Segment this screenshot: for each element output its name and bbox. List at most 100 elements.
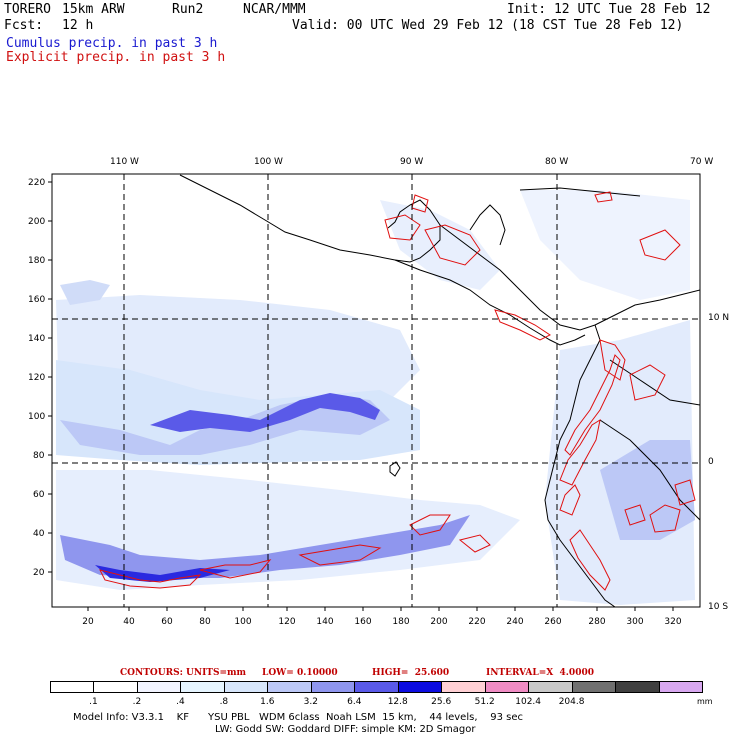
coast-south-america-north bbox=[594, 289, 700, 326]
contour-units: UNITS=mm bbox=[186, 668, 247, 678]
colorbar-swatch bbox=[571, 681, 617, 693]
x-tick-label: 20 bbox=[82, 617, 94, 627]
colorbar-swatch bbox=[223, 681, 269, 693]
lat-label-10n: 10 N bbox=[708, 313, 730, 323]
org-label: NCAR/MMM bbox=[243, 2, 306, 17]
model-name: TORERO bbox=[4, 2, 51, 17]
x-tick-label: 80 bbox=[199, 617, 211, 627]
colorbar-level-label: .8 bbox=[219, 697, 229, 707]
contour-south-itcz-2 bbox=[199, 559, 272, 579]
contour-andes-3 bbox=[559, 484, 581, 516]
physics-info-line: LW: Godd SW: Goddard DIFF: simple KM: 2D… bbox=[215, 724, 476, 735]
explicit-field-title: Explicit precip. in past 3 h bbox=[6, 50, 226, 65]
colorbar-swatch bbox=[310, 681, 356, 693]
colorbar-level-label: 102.4 bbox=[515, 697, 542, 707]
y-tick-label: 100 bbox=[28, 412, 45, 422]
coast-south-america-west bbox=[544, 324, 616, 607]
colorbar-level-label: 1.6 bbox=[260, 697, 275, 707]
x-tick-label: 100 bbox=[234, 617, 251, 627]
contour-andes-1 bbox=[564, 354, 621, 456]
x-tick-label: 260 bbox=[544, 617, 561, 627]
coast-cuba bbox=[519, 187, 641, 197]
x-tick-label: 120 bbox=[278, 617, 295, 627]
y-tick-label: 140 bbox=[28, 334, 45, 344]
contour-mexico-1 bbox=[384, 214, 421, 241]
colorbar-swatch bbox=[50, 681, 95, 693]
y-tick-label: 120 bbox=[28, 373, 45, 383]
cumulus-area-upper-left bbox=[60, 280, 110, 305]
colorbar-units: mm bbox=[697, 697, 713, 706]
x-tick-label: 220 bbox=[468, 617, 485, 627]
y-tick-label: 20 bbox=[33, 568, 45, 578]
lon-label-100w: 100 W bbox=[254, 157, 283, 167]
colorbar-swatch bbox=[528, 681, 573, 693]
colorbar-swatch bbox=[484, 681, 530, 693]
contour-label: CONTOURS: bbox=[120, 668, 183, 678]
cumulus-area-gulf bbox=[380, 200, 500, 290]
contour-andes-2 bbox=[559, 418, 601, 486]
colorbar-swatch bbox=[354, 681, 399, 693]
y-tick-label: 200 bbox=[28, 217, 45, 227]
colorbar-level-label: .4 bbox=[176, 697, 185, 707]
lon-label-110w: 110 W bbox=[110, 157, 139, 167]
cumulus-band-south-dark bbox=[95, 565, 230, 582]
contour-colombia bbox=[629, 364, 666, 401]
lon-label-90w: 90 W bbox=[400, 157, 424, 167]
border-interior-1 bbox=[599, 419, 700, 521]
coast-central-america bbox=[394, 259, 586, 346]
contour-caribbean-1 bbox=[639, 229, 681, 261]
y-tick-label: 40 bbox=[33, 529, 45, 539]
model-info-line: Model Info: V3.3.1 KF YSU PBL WDM 6class… bbox=[73, 712, 523, 723]
colorbar-swatch bbox=[267, 681, 312, 693]
colorbar-level-label: 6.4 bbox=[347, 697, 362, 707]
colorbar-level-label: .2 bbox=[132, 697, 142, 707]
contour-interval: INTERVAL=X 4.0000 bbox=[486, 668, 594, 678]
y-tick-label: 180 bbox=[28, 256, 45, 266]
colorbar-level-label: 204.8 bbox=[558, 697, 585, 707]
contour-sa-interior-3 bbox=[674, 479, 696, 506]
y-tick-label: 220 bbox=[28, 178, 45, 188]
colorbar-swatch bbox=[180, 681, 225, 693]
x-axis: 20 40 60 80 100 120 140 160 180 200 220 … bbox=[82, 607, 682, 627]
colorbar-swatch bbox=[658, 681, 703, 693]
map-frame bbox=[51, 173, 701, 608]
contour-caribbean-2 bbox=[594, 191, 613, 203]
valid-time: Valid: 00 UTC Wed 29 Feb 12 (18 CST Tue … bbox=[292, 18, 684, 33]
contour-andes-5 bbox=[599, 339, 626, 381]
contour-south-itcz-1 bbox=[99, 569, 202, 589]
contour-mexico-2 bbox=[424, 224, 481, 266]
cumulus-precip-field bbox=[56, 190, 695, 605]
colorbar-swatch bbox=[93, 681, 138, 693]
y-tick-label: 80 bbox=[33, 451, 45, 461]
run-label: Run2 bbox=[172, 2, 204, 17]
x-tick-label: 240 bbox=[506, 617, 523, 627]
x-tick-label: 200 bbox=[430, 617, 447, 627]
border-interior-2 bbox=[609, 359, 700, 406]
x-tick-label: 160 bbox=[354, 617, 371, 627]
contour-high: HIGH= 25.600 bbox=[372, 668, 450, 678]
lat-lon-grid bbox=[52, 174, 700, 607]
galapagos bbox=[389, 461, 401, 477]
cumulus-area-caribbean bbox=[520, 190, 690, 300]
lat-label-10s: 10 S bbox=[708, 602, 729, 612]
contour-andes-4 bbox=[569, 529, 611, 591]
x-tick-label: 320 bbox=[664, 617, 681, 627]
x-tick-label: 140 bbox=[316, 617, 333, 627]
colorbar-level-label: 25.6 bbox=[431, 697, 452, 707]
contour-sa-interior-1 bbox=[624, 504, 646, 526]
colorbar-level-label: 12.8 bbox=[387, 697, 408, 707]
explicit-precip-contours bbox=[99, 191, 696, 591]
coast-central-america-north bbox=[439, 224, 596, 331]
lon-label-70w: 70 W bbox=[690, 157, 714, 167]
coastlines bbox=[179, 174, 700, 607]
contour-sa-interior-2 bbox=[649, 504, 681, 533]
x-tick-label: 60 bbox=[161, 617, 173, 627]
forecast-hours: 12 h bbox=[62, 18, 94, 33]
x-tick-label: 300 bbox=[626, 617, 643, 627]
model-resolution: 15km ARW bbox=[62, 2, 125, 17]
y-tick-label: 60 bbox=[33, 490, 45, 500]
colorbar-swatch bbox=[136, 681, 182, 693]
contour-south-itcz-3 bbox=[298, 544, 382, 566]
coast-yucatan bbox=[469, 204, 506, 246]
